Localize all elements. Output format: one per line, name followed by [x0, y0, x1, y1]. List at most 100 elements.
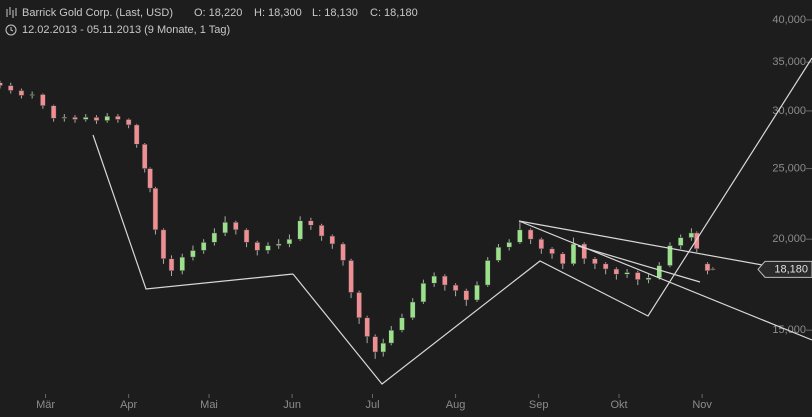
- chart-icon: [6, 7, 17, 18]
- candle-body: [211, 232, 218, 243]
- candle-body: [463, 290, 470, 301]
- candle-body: [179, 256, 185, 272]
- candle-body: [40, 94, 46, 106]
- candle-body: [7, 85, 14, 91]
- candle-body: [329, 235, 336, 245]
- candle-body: [18, 90, 25, 96]
- candle-body: [61, 117, 68, 119]
- y-tick-label: 40,000: [772, 14, 806, 26]
- candle-body: [168, 258, 175, 272]
- candle-body: [104, 115, 110, 121]
- candle-body: [222, 221, 228, 234]
- candle-body: [297, 220, 303, 240]
- candle-body: [356, 292, 362, 319]
- candle-body: [152, 187, 159, 231]
- x-tick-label: Apr: [120, 399, 137, 411]
- candle-body: [474, 284, 480, 301]
- x-tick-label: Jun: [283, 399, 301, 411]
- candle-body: [348, 260, 354, 293]
- candle-body: [645, 277, 652, 280]
- x-tick-label: Mai: [200, 399, 218, 411]
- last-price-marker: [757, 260, 812, 278]
- header: Barrick Gold Corp. (Last, USD) O: 18,220…: [5, 7, 418, 36]
- candle-body: [710, 268, 716, 270]
- trendline: [518, 220, 812, 341]
- ohlc-open: O: 18,220: [194, 7, 242, 19]
- candle-body: [677, 237, 684, 246]
- candle-body: [115, 115, 121, 120]
- candle-body: [275, 243, 282, 246]
- candle-body: [243, 229, 250, 243]
- candle-body: [538, 238, 545, 250]
- candle-body: [147, 168, 153, 189]
- candle-body: [318, 225, 325, 237]
- candle-body: [667, 245, 673, 266]
- x-tick-label: Nov: [692, 399, 712, 411]
- candle-body: [560, 253, 566, 265]
- candle-body: [656, 265, 662, 279]
- candle-body: [452, 284, 459, 291]
- candle-body: [613, 268, 620, 275]
- x-tick-label: Sep: [529, 399, 549, 411]
- y-tick-label: 25,000: [772, 163, 806, 175]
- ohlc-close: C: 18,180: [370, 7, 418, 19]
- candle-body: [133, 124, 140, 145]
- candle-body: [265, 245, 271, 251]
- clock-icon: [5, 24, 17, 36]
- ohlc-high: H: 18,300: [254, 7, 302, 19]
- candle-body: [399, 317, 405, 331]
- candle-body: [431, 275, 437, 284]
- chart-subtitle: 12.02.2013 - 05.11.2013 (9 Monate, 1 Tag…: [22, 24, 230, 36]
- candle-body: [0, 82, 3, 86]
- candle-body: [254, 242, 261, 251]
- x-tick-label: Mär: [36, 399, 55, 411]
- candle-body: [29, 94, 35, 96]
- candle-body: [93, 117, 100, 121]
- candle-body: [420, 282, 427, 303]
- candle-body: [125, 119, 132, 126]
- candle-body: [190, 250, 196, 258]
- candle-body: [200, 242, 207, 251]
- candle-body: [380, 342, 386, 353]
- candle-body: [83, 117, 89, 120]
- candle-body: [72, 117, 78, 120]
- candle-body: [694, 232, 700, 250]
- x-tick-label: Aug: [446, 399, 466, 411]
- candle-body: [484, 260, 491, 286]
- x-tick-label: Okt: [610, 399, 627, 411]
- trendline: [577, 245, 701, 283]
- ohlc-low: L: 18,130: [312, 7, 358, 19]
- candle-body: [602, 263, 609, 270]
- candle-body: [442, 275, 448, 286]
- last-price-label: 18,180: [774, 263, 808, 275]
- candle-body: [549, 248, 555, 254]
- candle-body: [409, 301, 416, 319]
- candle-body: [388, 329, 395, 344]
- candle-body: [372, 336, 378, 353]
- candle-body: [495, 246, 502, 261]
- candle-body: [570, 243, 577, 265]
- candle-body: [592, 258, 598, 265]
- candle-body: [527, 229, 534, 240]
- candle-body: [506, 242, 512, 248]
- candle-body: [581, 243, 587, 260]
- trendline: [92, 134, 294, 290]
- candle-body: [286, 238, 293, 245]
- candle-body: [635, 272, 641, 280]
- y-tick-label: 20,000: [772, 233, 806, 245]
- y-tick-label: 35,000: [772, 56, 806, 68]
- candle-body: [160, 229, 167, 260]
- x-tick-label: Jul: [365, 399, 379, 411]
- candle-body: [517, 229, 523, 243]
- chart-title: Barrick Gold Corp. (Last, USD): [22, 7, 173, 19]
- candle-body: [688, 232, 695, 238]
- candle-body: [50, 105, 57, 119]
- candle-body: [704, 263, 711, 272]
- candle-body: [141, 144, 148, 169]
- trendline: [292, 57, 812, 385]
- candle-body: [233, 221, 239, 231]
